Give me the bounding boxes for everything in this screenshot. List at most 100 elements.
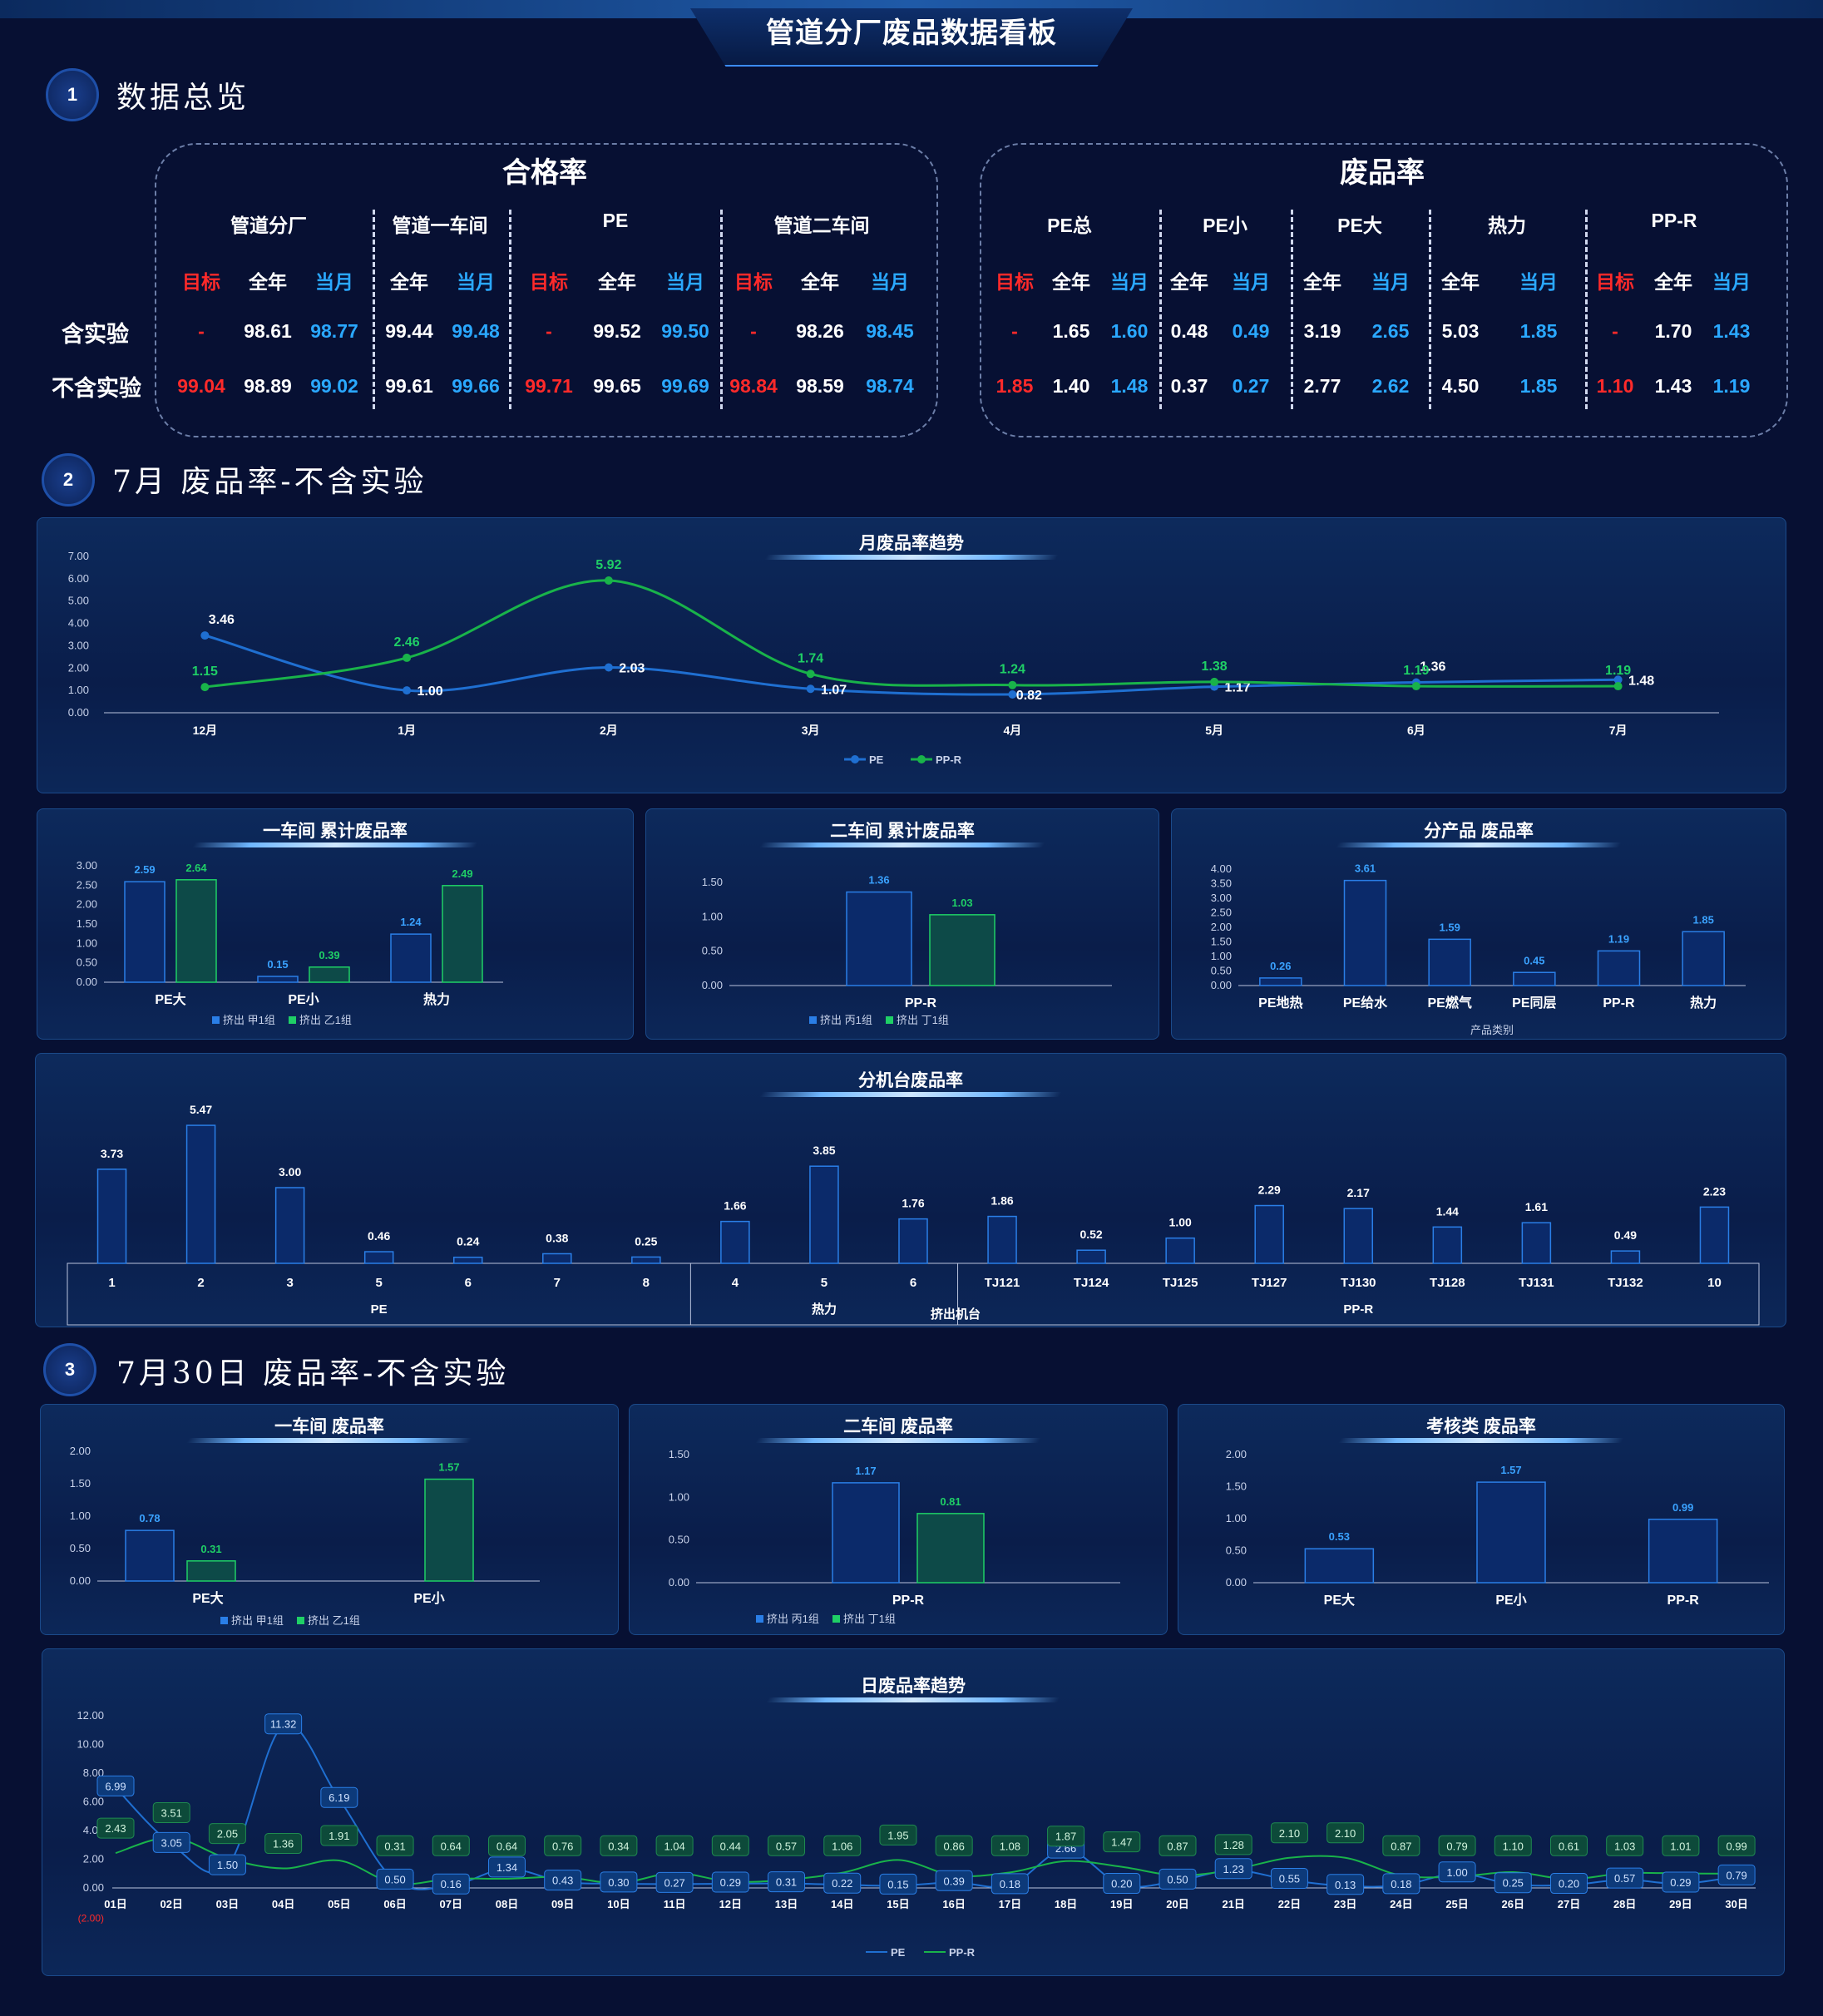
pass-rate-value: 98.59 xyxy=(796,375,844,397)
scrap-rate-col-header: 当月 xyxy=(1371,271,1410,293)
daily-xtick: 08日 xyxy=(496,1898,518,1910)
monthly-data-label: 1.36 xyxy=(1420,660,1445,674)
ws2_cum-legend-label: 挤出 丁1组 xyxy=(897,1014,949,1026)
daily-label-box xyxy=(320,1825,358,1846)
scrap-rate-value: 1.43 xyxy=(1654,375,1692,397)
ws2_day-legend-label: 挤出 丁1组 xyxy=(843,1613,896,1625)
pass-rate-value: 99.65 xyxy=(593,375,641,397)
daily-data-label: 0.39 xyxy=(944,1875,965,1887)
machine-bar xyxy=(363,1251,394,1264)
by_product-title: 分产品 废品率 xyxy=(1424,822,1534,841)
daily-xtick: 24日 xyxy=(1390,1898,1412,1910)
scrap-rate-value: 1.19 xyxy=(1712,375,1751,397)
monthly_trend-svg: 0.00 1.00 2.00 3.00 4.00 5.00 6.00 7.00 12月 1月 2月 3… xyxy=(68,550,1719,766)
pass-rate-value: 99.52 xyxy=(593,320,641,342)
daily-xtick: 09日 xyxy=(551,1898,574,1910)
monthly-ytick: 0.00 xyxy=(68,706,89,719)
section-3-badge: 3 xyxy=(43,1343,96,1396)
by_product-data-label: 1.59 xyxy=(1440,921,1460,933)
pass-rate-value: - xyxy=(546,320,552,342)
ws2_day-legend-swatch xyxy=(756,1615,763,1623)
machine-bar xyxy=(542,1253,572,1264)
by_product-bar xyxy=(1343,879,1387,986)
daily-label-box xyxy=(1606,1867,1644,1889)
daily-label-box xyxy=(152,1801,190,1823)
ws1_day-data-label: 0.78 xyxy=(139,1512,160,1524)
assess_day-xtick: PE小 xyxy=(1495,1593,1526,1608)
ws1_cum-ytick: 2.00 xyxy=(77,898,97,911)
machine-data-label: 2.17 xyxy=(1347,1186,1370,1199)
machine-data-label: 0.49 xyxy=(1614,1228,1637,1242)
pass-rate-separator xyxy=(509,210,511,409)
scrap-rate-value: - xyxy=(1612,320,1618,342)
by_product-bar xyxy=(1428,938,1471,986)
machine-xtick: TJ130 xyxy=(1341,1276,1376,1290)
ws1-daily-panel: 一车间 废品率 0.00 0.50 1.00 1.50 2.00 PE大 0.78 0.31 PE… xyxy=(40,1404,619,1635)
monthly-point xyxy=(806,684,815,694)
monthly-data-label: 1.00 xyxy=(417,684,443,699)
by_product-data-label: 0.45 xyxy=(1524,954,1544,966)
ws1_day-legend-label: 挤出 乙1组 xyxy=(308,1614,360,1627)
ws2_cum-bar xyxy=(929,914,995,986)
ws2_day-bar xyxy=(916,1513,985,1584)
machine-bar xyxy=(720,1220,750,1264)
pass-rate-col-header: 目标 xyxy=(182,271,220,293)
ws1_day-ytick: 1.00 xyxy=(70,1510,91,1522)
machine-data-label: 0.52 xyxy=(1079,1228,1102,1241)
assess_day-data-label: 0.99 xyxy=(1672,1501,1693,1514)
monthly-point xyxy=(403,686,412,695)
machine-axis-frame xyxy=(67,1262,1760,1326)
ws1_cum-bar xyxy=(124,881,166,983)
ws2_cum-data-label: 1.36 xyxy=(868,874,889,887)
pass-rate-col-header: 当月 xyxy=(457,271,495,293)
monthly-data-label: 3.46 xyxy=(209,613,235,627)
machine-xtick: TJ121 xyxy=(985,1276,1020,1290)
monthly-ytick: 5.00 xyxy=(68,595,89,607)
scrap-rate-value: 1.43 xyxy=(1712,320,1751,342)
daily-label-box xyxy=(208,1823,246,1845)
daily-data-label: 0.50 xyxy=(1167,1873,1188,1885)
daily-data-label: 0.25 xyxy=(1503,1877,1524,1890)
daily-label-box xyxy=(655,1871,694,1893)
daily-data-label: 2.10 xyxy=(1335,1827,1356,1840)
daily-xtick: 17日 xyxy=(999,1898,1021,1910)
machine-xtick: 1 xyxy=(108,1276,115,1290)
daily-label-box xyxy=(1382,1873,1420,1895)
by_product-svg: 0.00 0.50 1.00 1.50 2.00 2.50 3.00 3.50 4.00 PE地热… xyxy=(1211,862,1746,1036)
daily-data-label: 1.00 xyxy=(1446,1866,1467,1879)
ws1_day-title: 一车间 废品率 xyxy=(274,1417,384,1436)
machine-data-label: 0.24 xyxy=(457,1235,479,1248)
machine-data-label: 1.44 xyxy=(1436,1204,1459,1218)
scrap-rate-frame xyxy=(980,143,1788,437)
ws1_day-ytick: 0.50 xyxy=(70,1542,91,1554)
pass-rate-separator xyxy=(373,210,375,409)
machine-xtick: TJ132 xyxy=(1608,1276,1643,1290)
pass-rate-value: 99.04 xyxy=(177,375,225,397)
by-machine-panel: 分机台废品率 3.73 1 5.47 2 3.00 3 0.46 5 0.24 6 0.38 7 0.25… xyxy=(35,1053,1786,1327)
daily-xtick: 23日 xyxy=(1334,1898,1356,1910)
scrap-rate-col-header: 当月 xyxy=(1110,271,1149,293)
scrap-rate-col-header: 全年 xyxy=(1052,271,1090,293)
ws2_day-bar xyxy=(832,1482,900,1584)
pass-rate-col-header: 当月 xyxy=(315,271,353,293)
daily-xtick: 30日 xyxy=(1725,1898,1747,1910)
ws1_cum-ytick: 3.00 xyxy=(77,859,97,872)
by_product-ytick: 4.00 xyxy=(1211,862,1232,875)
machine-xtick: 4 xyxy=(732,1276,739,1290)
daily-ytick: 10.00 xyxy=(77,1738,104,1751)
ws2_day-ytick: 1.50 xyxy=(669,1448,689,1460)
daily-label-box xyxy=(544,1835,582,1856)
ws1_cum-bar xyxy=(309,966,350,983)
by_product-data-label: 3.61 xyxy=(1355,862,1376,875)
daily-data-label: 1.23 xyxy=(1223,1863,1244,1875)
by_product-ytick: 1.00 xyxy=(1211,950,1232,962)
by_product-ytick: 3.00 xyxy=(1211,892,1232,904)
by_product-xtick: PE地热 xyxy=(1258,995,1302,1010)
daily-data-label: 0.30 xyxy=(608,1876,629,1889)
ws2_day-data-label: 0.81 xyxy=(940,1495,961,1508)
monthly-ytick: 1.00 xyxy=(68,684,89,696)
monthly-trend-panel: 月废品率趋势 0.00 1.00 2.00 3.00 4.00 5.00 6.00 7.00 12… xyxy=(37,517,1786,793)
pass-rate-col-header: 全年 xyxy=(598,271,636,293)
daily-xtick: 26日 xyxy=(1502,1898,1524,1910)
scrap-rate-col-header: 当月 xyxy=(1519,271,1558,293)
